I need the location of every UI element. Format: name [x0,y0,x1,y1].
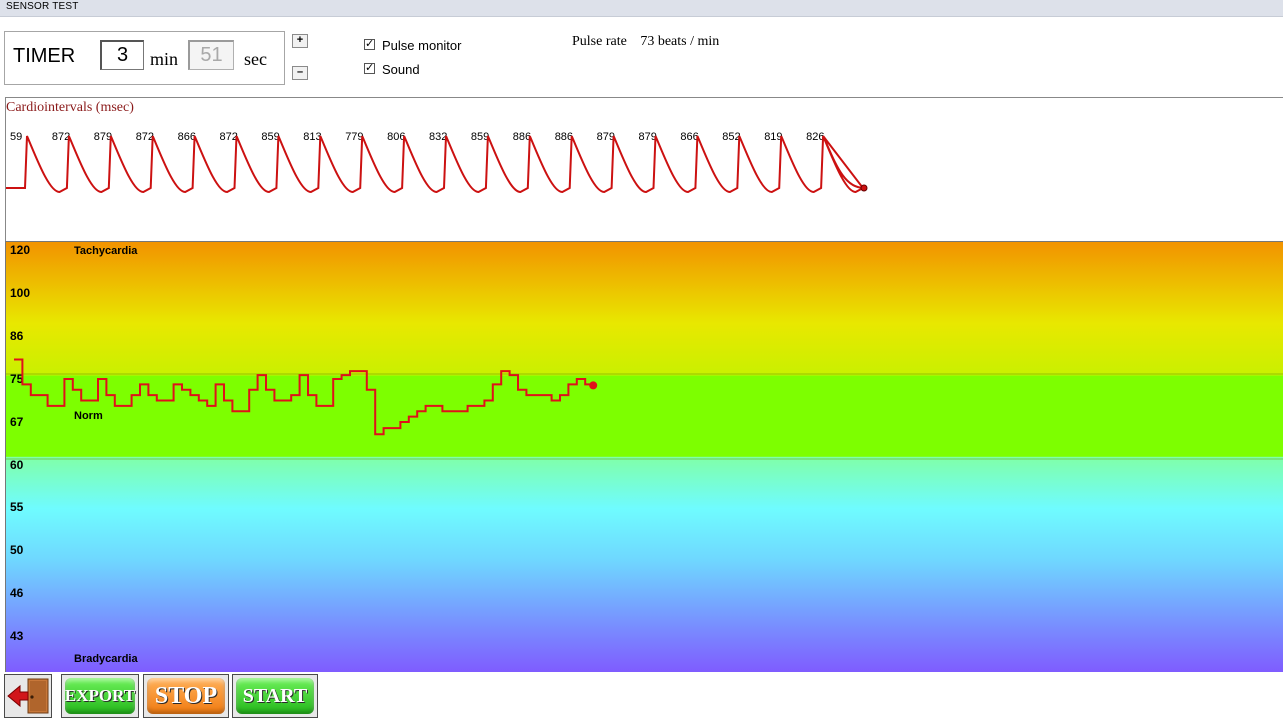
stop-button[interactable]: STOP [143,674,229,718]
cardiointervals-panel: Cardiointervals (msec) 59 872 879 872 866 872… [5,97,1283,241]
y-tick-label: 75 [10,372,24,386]
start-button[interactable]: START [232,674,318,718]
pulse-monitor-checkbox[interactable]: ✓ [364,38,375,50]
exit-door-icon [7,678,49,714]
pulse-rate-label: Pulse rate [572,34,627,49]
interval-label: 806 [387,131,405,143]
interval-current-marker [860,184,868,192]
exit-button[interactable] [4,674,52,718]
export-button[interactable]: EXPORT [61,674,139,718]
heart-rate-plot: 120 100 86 75 67 60 55 50 46 43 Tachycardia Norm Bra… [6,243,1283,665]
y-tick-label: 43 [10,629,24,643]
pulse-monitor-label: Pulse monitor [382,38,462,53]
decrement-minutes-button[interactable]: – [292,66,308,80]
zone-label-norm: Norm [74,410,103,422]
timer-panel: TIMER 3 min 51 sec [4,31,285,85]
heart-rate-current-marker [589,381,598,390]
interval-label: 59 [10,131,22,143]
cardiointervals-title: Cardiointervals (msec) [6,100,134,115]
interval-trace [6,135,865,194]
zone-label-tachycardia: Tachycardia [74,245,138,257]
interval-label: 872 [136,131,154,143]
interval-label: 819 [764,131,782,143]
y-tick-label: 55 [10,500,24,514]
timer-label: TIMER [13,45,76,67]
y-tick-label: 86 [10,329,24,343]
heart-rate-trace [14,358,592,436]
seconds-unit-label: sec [244,49,267,69]
interval-label: 879 [94,131,112,143]
y-tick-label: 67 [10,415,24,429]
interval-label: 866 [178,131,196,143]
increment-minutes-button[interactable]: + [292,34,308,48]
y-tick-label: 46 [10,586,24,600]
interval-label: 813 [303,131,321,143]
interval-label: 886 [555,131,573,143]
heart-rate-chart: 120 100 86 75 67 60 55 50 46 43 Tachycardia Norm Bra… [5,241,1283,672]
pulse-rate-value: 73 beats / min [640,34,720,49]
interval-label: 872 [220,131,238,143]
zone-label-bradycardia: Bradycardia [74,653,138,665]
sound-checkbox[interactable]: ✓ [364,62,375,74]
interval-label: 832 [429,131,447,143]
export-button-label: EXPORT [65,678,135,714]
title-bar: SENSOR TEST [0,0,1283,17]
interval-label: 859 [261,131,279,143]
interval-label: 886 [513,131,531,143]
y-tick-label: 60 [10,458,24,472]
interval-label: 879 [597,131,615,143]
interval-label: 826 [806,131,824,143]
sound-label: Sound [382,62,420,77]
seconds-field: 51 [188,40,234,70]
action-bar: EXPORT STOP START [0,672,1283,722]
pulse-rate-readout: Pulse rate 73 beats / min [572,34,719,50]
y-tick-label: 50 [10,543,24,557]
interval-label: 859 [471,131,489,143]
stop-button-label: STOP [147,678,225,714]
start-button-label: START [236,678,314,714]
minutes-input[interactable]: 3 [100,40,144,70]
window-title: SENSOR TEST [6,1,79,12]
interval-label: 852 [722,131,740,143]
y-tick-label: 100 [10,286,30,300]
interval-label: 866 [680,131,698,143]
interval-label: 879 [639,131,657,143]
y-tick-label: 120 [10,243,30,257]
minutes-unit-label: min [150,49,179,69]
interval-label: 872 [52,131,70,143]
interval-label: 779 [345,131,363,143]
cardiointervals-waveform: 59 872 879 872 866 872 859 813 779 806 832 859 886 88… [6,131,868,194]
